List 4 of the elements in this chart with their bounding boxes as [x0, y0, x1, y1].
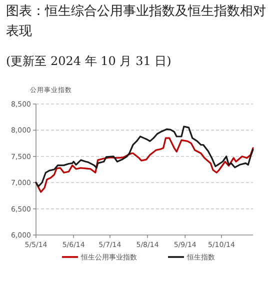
line-series	[35, 137, 254, 193]
chart-title: 图表：恒生综合公用事业指数及恒生指数相对表现	[6, 3, 267, 42]
line-series	[35, 126, 254, 188]
chart-subtitle: (更新至 2024 年 10 月 31 日)	[6, 53, 172, 70]
